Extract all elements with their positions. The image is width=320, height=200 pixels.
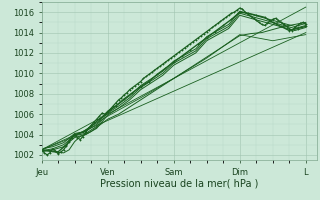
X-axis label: Pression niveau de la mer( hPa ): Pression niveau de la mer( hPa ) xyxy=(100,178,258,188)
